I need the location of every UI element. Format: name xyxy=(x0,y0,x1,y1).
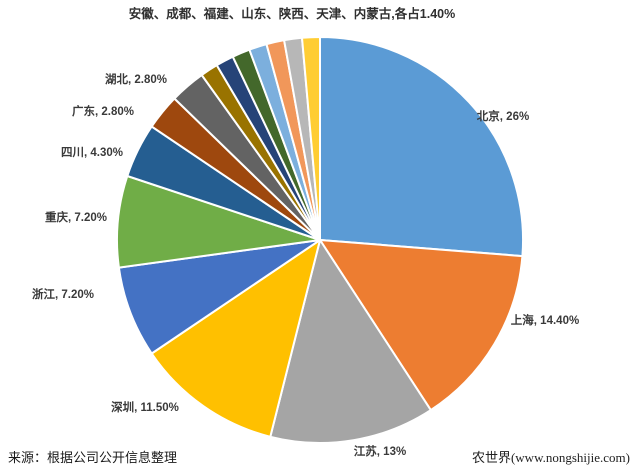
slice-label-浙江: 浙江, 7.20% xyxy=(32,287,94,301)
source-note: 来源：根据公司公开信息整理 xyxy=(8,450,178,465)
slice-label-湖北: 湖北, 2.80% xyxy=(105,72,167,86)
pie-slice-内蒙古 xyxy=(301,36,321,241)
pie-slice-上海 xyxy=(319,239,524,412)
pie-slice-北京 xyxy=(319,36,524,258)
watermark-text: 农世界(www.nongshijie.com) xyxy=(471,450,630,465)
slice-label-北京: 北京, 26% xyxy=(477,109,529,123)
slice-label-江苏: 江苏, 13% xyxy=(354,444,406,458)
slice-label-重庆: 重庆, 7.20% xyxy=(45,210,107,224)
slice-label-四川: 四川, 4.30% xyxy=(61,146,123,159)
slice-label-上海: 上海, 14.40% xyxy=(511,313,579,327)
pie-slice-深圳 xyxy=(150,239,321,438)
pie-slice-江苏 xyxy=(269,239,432,444)
slice-label-深圳: 深圳, 11.50% xyxy=(111,400,179,414)
slice-label-广东: 广东, 2.80% xyxy=(72,104,134,118)
chart-title: 安徽、成都、福建、山东、陕西、天津、内蒙古,各占1.40% xyxy=(128,7,456,21)
